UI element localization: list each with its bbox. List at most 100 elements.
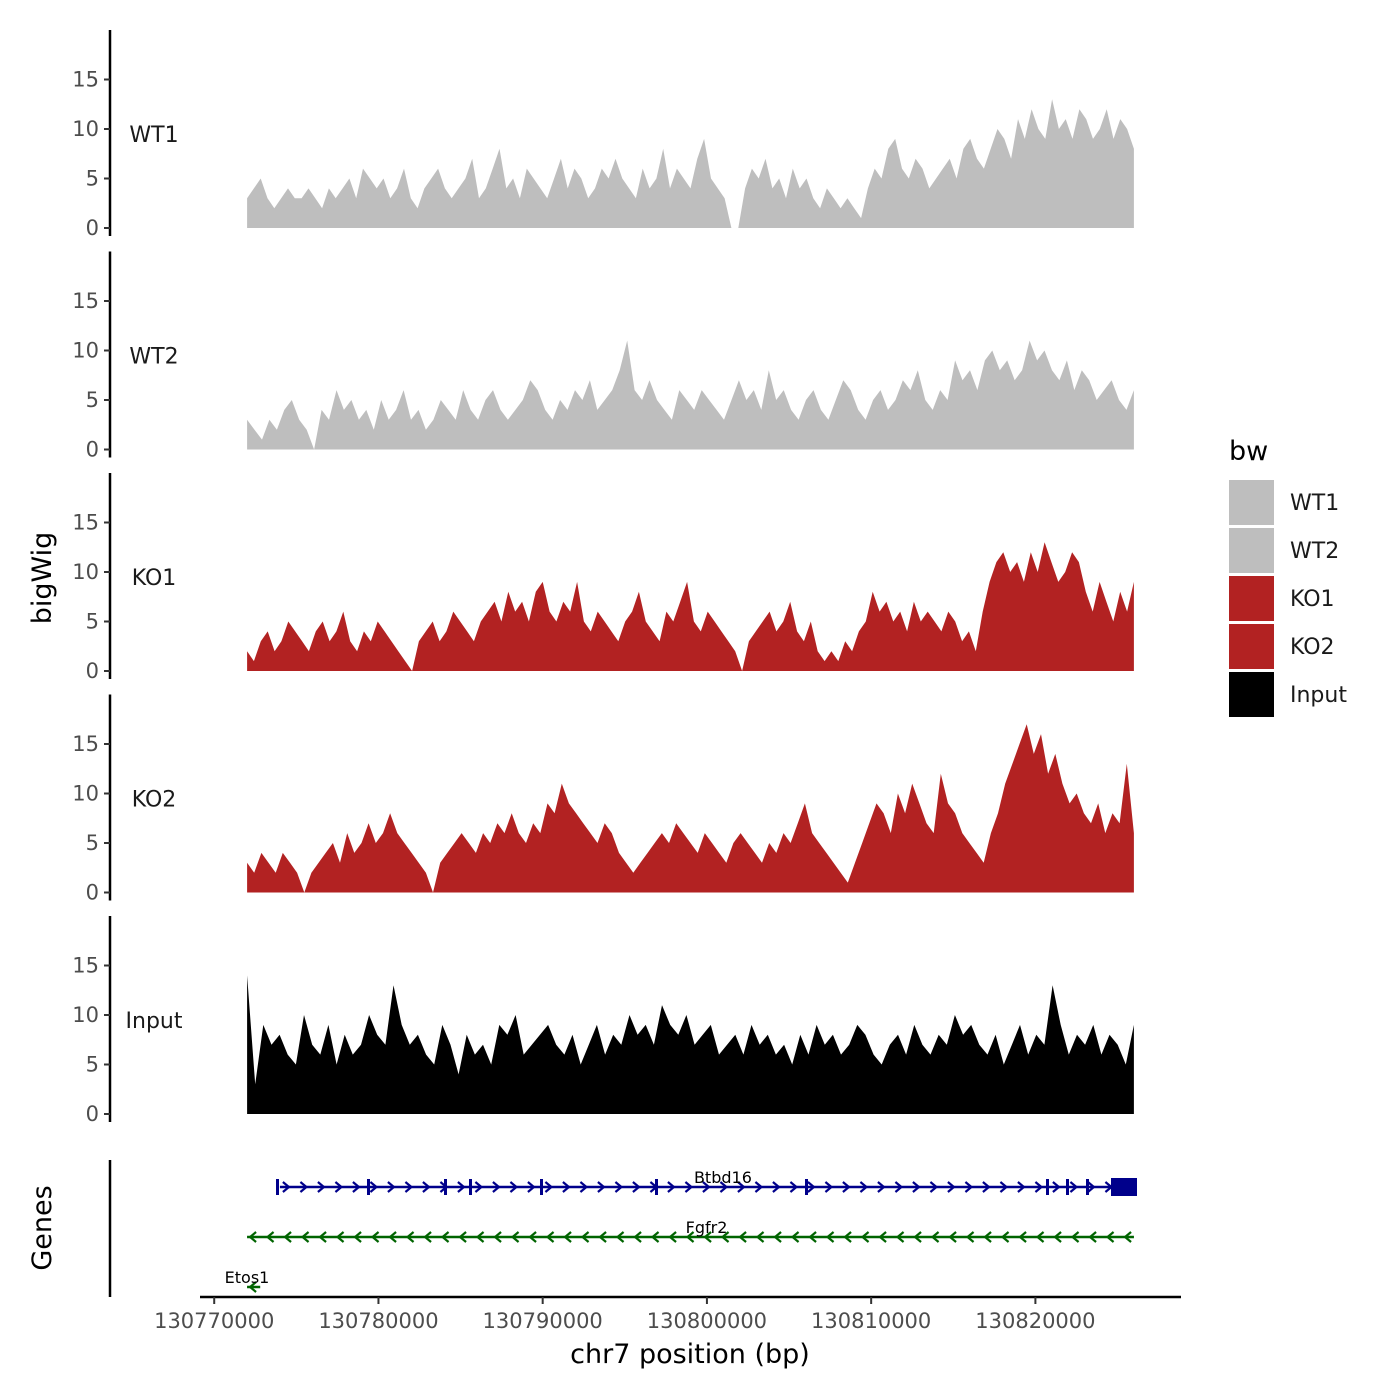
exon [805, 1179, 808, 1195]
track-label: WT2 [129, 345, 178, 370]
strand-arrow [633, 1231, 642, 1243]
exon-utr [1111, 1178, 1137, 1196]
legend-swatch [1229, 576, 1274, 621]
track-wt2: 0 5 10 15 WT2 [72, 251, 1134, 462]
exon [540, 1179, 543, 1195]
strand-arrow [912, 1181, 921, 1193]
strand-arrow [755, 1231, 765, 1243]
gene-btbd16: Btbd16 [276, 1168, 1137, 1196]
strand-arrow [860, 1231, 870, 1243]
strand-arrow [510, 1231, 520, 1243]
strand-arrow [317, 1181, 326, 1193]
gene-etos1: Etos1 [225, 1268, 269, 1293]
gene-label: Fgfr2 [686, 1218, 728, 1237]
legend-swatch [1229, 624, 1274, 669]
strand-arrow [720, 1231, 730, 1243]
track-ko2: 0 5 10 15 KO2 [72, 694, 1134, 905]
strand-arrow [825, 1231, 835, 1243]
strand-arrow [614, 1181, 624, 1193]
strand-arrow [528, 1231, 537, 1243]
legend-title: bw [1229, 436, 1268, 467]
y-tick-label: 5 [86, 1053, 99, 1077]
x-tick-label: 130810000 [811, 1309, 931, 1333]
strand-arrow [650, 1231, 660, 1243]
x-tick-label: 130770000 [154, 1309, 274, 1333]
strand-arrow [859, 1181, 869, 1193]
exon [1046, 1179, 1049, 1195]
strand-arrow [1017, 1181, 1026, 1193]
strand-arrow [388, 1231, 397, 1243]
y-tick-label: 0 [86, 881, 99, 905]
strand-arrow [773, 1231, 782, 1243]
strand-arrow [1052, 1181, 1061, 1193]
y-tick-label: 15 [72, 954, 99, 978]
y-tick-label: 5 [86, 831, 99, 855]
y-tick-label: 5 [86, 167, 99, 191]
legend-label: KO2 [1290, 635, 1335, 660]
signal-area [247, 542, 1134, 671]
y-tick-label: 0 [86, 438, 99, 462]
strand-arrow [318, 1231, 327, 1243]
strand-arrow [964, 1181, 974, 1193]
strand-arrow [1070, 1231, 1080, 1243]
y-tick-label: 10 [72, 782, 99, 806]
track-label: KO2 [132, 788, 177, 813]
strand-arrow [405, 1231, 415, 1243]
signal-area [247, 975, 1134, 1114]
strand-arrow [1069, 1181, 1079, 1193]
strand-arrow [544, 1181, 554, 1193]
track-ko1: 0 5 10 15 KO1 [72, 473, 1134, 683]
strand-arrow [632, 1181, 641, 1193]
y-tick-label: 0 [86, 659, 99, 683]
strand-arrow [422, 1181, 431, 1193]
legend-label: KO1 [1290, 587, 1335, 612]
y-tick-label: 5 [86, 610, 99, 634]
strand-arrow [1000, 1231, 1010, 1243]
signal-area [247, 99, 1134, 228]
y-tick-label: 15 [72, 289, 99, 313]
y-tick-label: 10 [72, 117, 99, 141]
strand-arrow [1123, 1231, 1132, 1243]
legend-item-ko2: KO2 [1229, 624, 1335, 669]
strand-arrow [895, 1231, 905, 1243]
strand-arrow [527, 1181, 536, 1193]
y-tick-label: 10 [72, 560, 99, 584]
strand-arrow [685, 1231, 695, 1243]
strand-arrow [563, 1231, 572, 1243]
strand-arrow [808, 1231, 817, 1243]
signal-area [247, 340, 1134, 450]
y-tick-label: 10 [72, 1003, 99, 1027]
strand-arrow [789, 1181, 799, 1193]
x-tick-label: 130780000 [318, 1309, 438, 1333]
strand-arrow [457, 1181, 466, 1193]
track-input: 0 5 10 15 Input [72, 916, 1134, 1126]
strand-arrow [335, 1231, 345, 1243]
track-label: Input [126, 1009, 183, 1034]
strand-arrow [562, 1181, 571, 1193]
exon [469, 1179, 472, 1195]
track-label: KO1 [132, 566, 177, 591]
legend-swatch [1229, 528, 1274, 573]
legend-item-wt2: WT2 [1229, 528, 1339, 573]
strand-arrow [719, 1181, 729, 1193]
x-tick-label: 130790000 [483, 1309, 603, 1333]
strand-arrow [947, 1181, 956, 1193]
strand-arrow [492, 1181, 501, 1193]
strand-arrow [404, 1181, 414, 1193]
legend: bw WT1 WT2 KO1 KO2 Input [1229, 436, 1347, 717]
strand-arrow [509, 1181, 519, 1193]
strand-arrow [299, 1181, 309, 1193]
strand-arrow [1088, 1231, 1097, 1243]
legend-swatch [1229, 672, 1274, 717]
strand-arrow [877, 1181, 886, 1193]
strand-arrow [597, 1181, 606, 1193]
x-axis: 130770000 130780000 130790000 130800000 1308… [154, 1295, 1181, 1333]
strand-arrow [667, 1181, 676, 1193]
y-tick-label: 5 [86, 388, 99, 412]
strand-arrow [1034, 1181, 1044, 1193]
strand-arrow [598, 1231, 607, 1243]
strand-arrow [965, 1231, 975, 1243]
strand-arrow [475, 1231, 485, 1243]
strand-arrow [387, 1181, 396, 1193]
